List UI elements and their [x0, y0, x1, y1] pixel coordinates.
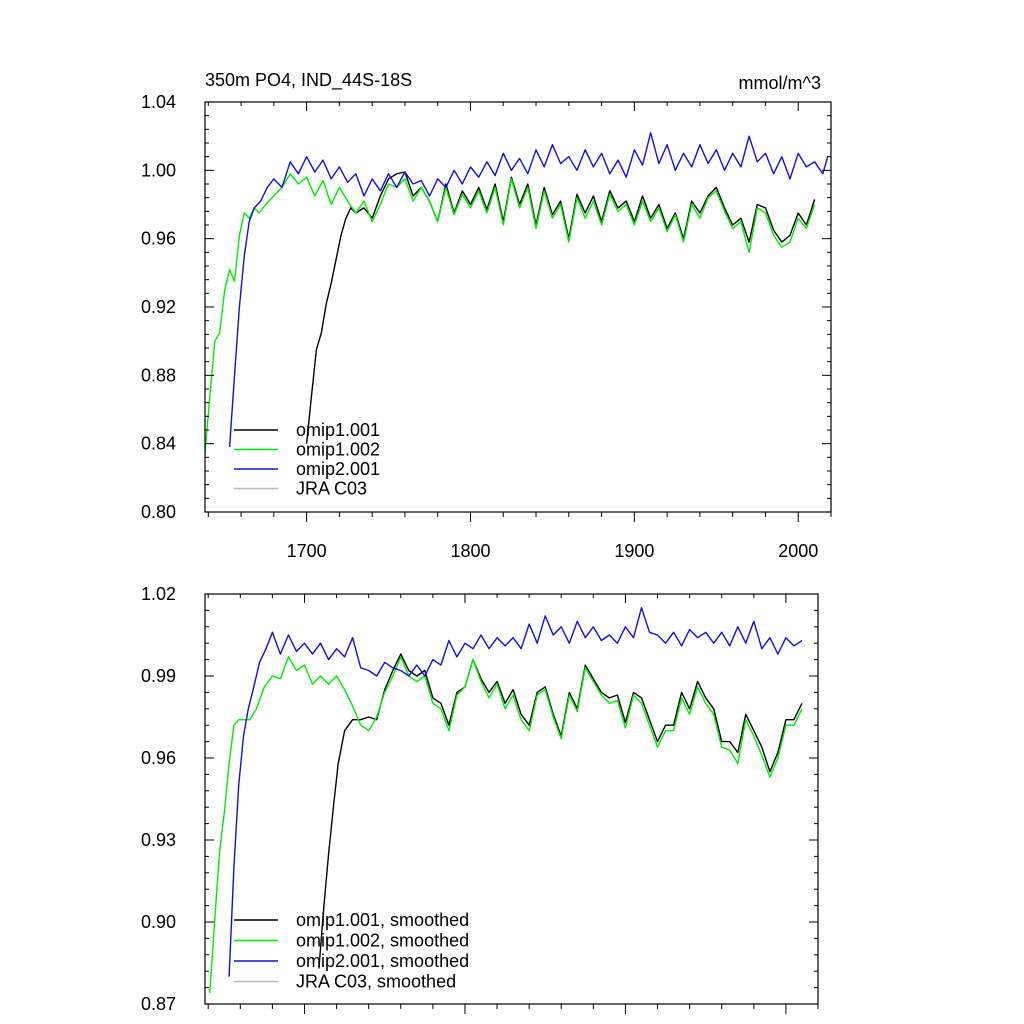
- y-tick-label: 1.02: [141, 584, 176, 604]
- y-tick-label: 0.93: [141, 830, 176, 850]
- chart-panel-bottom: 0.87 0.90 0.93 0.96 0.99 1.02 omip1.001, smoot…: [141, 584, 819, 1014]
- series-line-omip2-001-smoothed: [228, 607, 803, 977]
- series-line-omip1-002: [205, 173, 816, 453]
- chart-title: 350m PO4, IND_44S-18S: [205, 70, 412, 91]
- series-line-omip1-001-smoothed: [318, 653, 803, 969]
- legend-label: omip1.001, smoothed: [296, 910, 469, 930]
- legend-label: omip2.001: [296, 459, 380, 479]
- legend-label: JRA C03, smoothed: [296, 972, 456, 992]
- series-group: [209, 607, 803, 994]
- y-tick-label: 0.90: [141, 912, 176, 932]
- legend-label: omip2.001, smoothed: [296, 951, 469, 971]
- y-tick-label: 1.04: [141, 92, 176, 112]
- legend-label: omip1.001: [296, 420, 380, 440]
- x-tick-label: 1700: [287, 541, 327, 561]
- x-tick-label: 1800: [450, 541, 490, 561]
- y-tick-label: 0.84: [141, 434, 176, 454]
- y-tick-label: 0.87: [141, 994, 176, 1014]
- y-tick-label: 0.92: [141, 297, 176, 317]
- units-label: mmol/m^3: [739, 73, 821, 93]
- chart-panel-top: 350m PO4, IND_44S-18S mmol/m^3 0.80 0.84 0…: [141, 70, 832, 561]
- series-line-omip1-002-smoothed: [209, 656, 803, 994]
- series-group: [205, 132, 829, 453]
- y-tick-label: 1.00: [141, 160, 176, 180]
- y-tick-label: 0.80: [141, 502, 176, 522]
- series-line-omip1-001: [305, 171, 816, 444]
- x-tick-label: 1900: [614, 541, 654, 561]
- y-tick-label: 0.88: [141, 365, 176, 385]
- x-tick-label: 2000: [778, 541, 818, 561]
- series-line-omip2-001: [228, 132, 829, 448]
- legend-label: JRA C03: [296, 479, 367, 499]
- legend-label: omip1.002, smoothed: [296, 931, 469, 951]
- y-tick-label: 0.96: [141, 748, 176, 768]
- y-tick-label: 0.96: [141, 229, 176, 249]
- plot-frame: [204, 593, 819, 1005]
- legend-label: omip1.002: [296, 440, 380, 460]
- y-tick-label: 0.99: [141, 666, 176, 686]
